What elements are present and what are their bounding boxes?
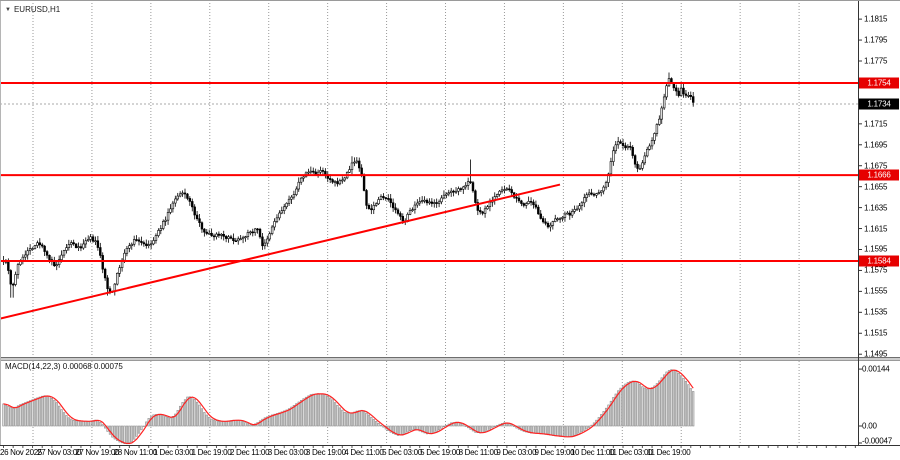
axis-tick-marks (3, 18, 862, 448)
time-axis-label: 4 Dec 11:00 (344, 448, 384, 457)
price-axis-tick-label: 1.1495 (864, 349, 888, 359)
panel-borders (0, 1, 900, 446)
price-axis-tick-label: 1.1815 (864, 14, 888, 24)
time-axis-label: 3 Dec 19:00 (305, 448, 346, 457)
macd-axis-tick-label: 0.00144 (862, 364, 890, 374)
time-axis-label: 11 Dec 03:00 (608, 448, 653, 457)
price-axis-tick-label: 1.1655 (864, 182, 888, 192)
grid-lines (32, 3, 800, 444)
candlesticks (2, 72, 695, 298)
current-price-tag: 1.1734 (859, 98, 899, 110)
time-axis-label: 1 Dec 19:00 (191, 448, 232, 457)
time-axis-label: 1 Dec 03:00 (153, 448, 194, 457)
price-axis-tick-label: 1.1795 (864, 35, 888, 45)
level-price-tag: 1.1666 (859, 169, 899, 181)
symbol-period-label: EURUSD,H1 (13, 5, 61, 14)
macd-indicator-label: MACD(14,22,3) 0.00068 0.00075 (5, 362, 123, 371)
time-axis-label: 5 Dec 03:00 (382, 448, 422, 457)
time-axis-label: 9 Dec 19:00 (534, 448, 575, 457)
price-axis-tick-label: 1.1675 (864, 161, 888, 171)
time-axis-label: 27 Nov 19:00 (75, 448, 120, 457)
time-axis-label: 28 Nov 11:00 (113, 448, 158, 457)
time-axis-label: 10 Dec 11:00 (570, 448, 615, 457)
horizontal-level-lines[interactable] (0, 82, 858, 263)
level-price-tag: 1.1754 (859, 77, 899, 89)
macd-axis-tick-label: 0.00 (862, 421, 877, 431)
price-axis-tick-label: 1.1515 (864, 328, 888, 338)
time-axis-label: 27 Nov 03:00 (37, 448, 82, 457)
price-axis-tick-label: 1.1615 (864, 224, 888, 234)
time-axis-label: 9 Dec 03:00 (496, 448, 537, 457)
time-axis-label: 8 Dec 11:00 (458, 448, 499, 457)
macd-histogram (2, 369, 695, 445)
price-axis-tick-label: 1.1715 (864, 119, 888, 129)
symbol-period-dropdown[interactable]: ▼ EURUSD,H1 (5, 5, 60, 14)
macd-signal-line (3, 369, 694, 445)
triangle-down-icon: ▼ (5, 6, 11, 13)
price-axis-tick-label: 1.1575 (864, 265, 888, 275)
time-axis-label: 2 Dec 11:00 (229, 448, 270, 457)
level-price-tag: 1.1584 (859, 255, 899, 267)
time-axis-label: 26 Nov 2025 (0, 448, 43, 457)
ascending-trendline[interactable] (0, 183, 561, 320)
macd-axis-tick-label: -0.00047 (862, 436, 892, 446)
time-axis-label: 3 Dec 03:00 (267, 448, 308, 457)
time-axis-label: 5 Dec 19:00 (420, 448, 461, 457)
price-axis-tick-label: 1.1635 (864, 203, 888, 213)
time-axis-label: 11 Dec 19:00 (646, 448, 691, 457)
price-axis-tick-label: 1.1595 (864, 244, 888, 254)
price-axis-tick-label: 1.1775 (864, 56, 888, 66)
price-axis-tick-label: 1.1535 (864, 307, 888, 317)
price-axis-tick-label: 1.1555 (864, 286, 888, 296)
price-axis-tick-label: 1.1695 (864, 140, 888, 150)
